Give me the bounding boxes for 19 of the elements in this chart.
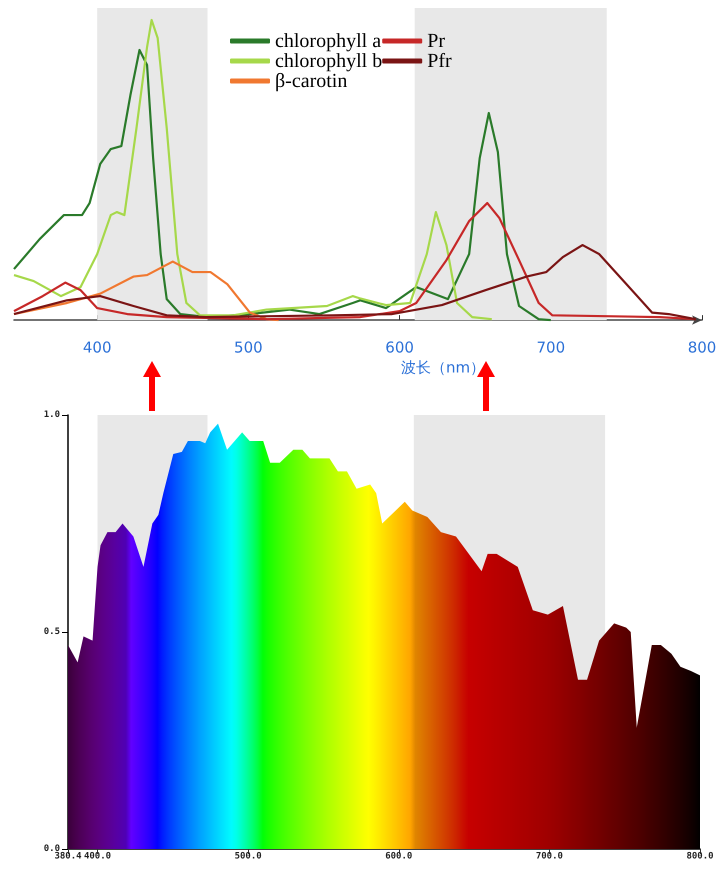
x-tick-label: 700 [536, 338, 566, 357]
x-tick-label: 800.0 [686, 852, 714, 862]
x-tick-label: 700.0 [536, 852, 563, 862]
y-tick-label: 0.5 [44, 627, 60, 637]
x-tick-label: 500.0 [234, 852, 262, 862]
x-tick-label: 500 [234, 338, 263, 357]
x-tick-label: 800 [688, 338, 716, 357]
legend-label: Pfr [427, 50, 452, 72]
x-tick-label: 400.0 [84, 852, 112, 862]
x-axis-title: 波长（nm） [400, 358, 486, 376]
legend-label: Pr [427, 30, 446, 52]
legend-label: chlorophyll b [275, 50, 382, 72]
x-tick-label: 600 [385, 338, 414, 357]
x-tick-label: 600.0 [385, 852, 412, 862]
legend-label: β-carotin [275, 70, 348, 92]
y-tick-label: 1.0 [44, 410, 60, 420]
x-tick-label: 400 [82, 338, 112, 357]
x-tick-label: 380.4 [54, 852, 82, 862]
legend-label: chlorophyll a [275, 30, 382, 52]
